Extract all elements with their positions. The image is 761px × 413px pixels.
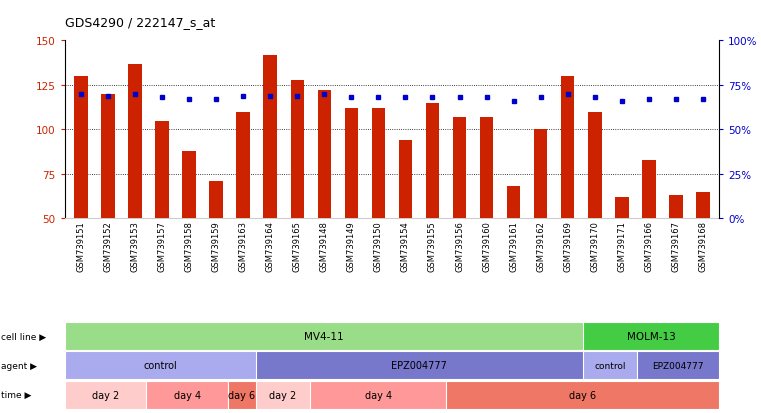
Text: day 2: day 2 (92, 390, 119, 400)
Bar (425, 104, 439, 219)
Bar (317, 91, 331, 219)
Bar (561, 77, 575, 219)
Text: EPZ004777: EPZ004777 (652, 361, 704, 370)
Bar (534, 130, 547, 219)
Text: day 4: day 4 (174, 390, 201, 400)
Text: EPZ004777: EPZ004777 (391, 361, 447, 370)
Bar (291, 81, 304, 219)
Bar (371, 109, 385, 219)
Text: MOLM-13: MOLM-13 (626, 331, 675, 341)
Bar (74, 77, 88, 219)
Text: time ▶: time ▶ (1, 390, 31, 399)
Text: control: control (143, 361, 177, 370)
Bar (345, 109, 358, 219)
Text: day 6: day 6 (569, 390, 597, 400)
Text: cell line ▶: cell line ▶ (1, 332, 46, 341)
Text: control: control (594, 361, 626, 370)
Bar (209, 182, 223, 219)
Bar (479, 118, 493, 219)
Text: GDS4290 / 222147_s_at: GDS4290 / 222147_s_at (65, 16, 215, 29)
Bar (101, 95, 115, 219)
Bar (615, 197, 629, 219)
Bar (453, 118, 466, 219)
Text: day 4: day 4 (365, 390, 392, 400)
Bar (155, 121, 169, 219)
Text: MV4-11: MV4-11 (304, 331, 343, 341)
Bar (696, 192, 710, 219)
Text: day 6: day 6 (228, 390, 256, 400)
Text: agent ▶: agent ▶ (1, 361, 37, 370)
Bar (237, 112, 250, 219)
Bar (507, 187, 521, 219)
Bar (129, 64, 142, 219)
Bar (399, 141, 412, 219)
Text: day 2: day 2 (269, 390, 297, 400)
Bar (263, 55, 277, 219)
Bar (669, 196, 683, 219)
Bar (642, 160, 655, 219)
Bar (183, 152, 196, 219)
Bar (588, 112, 601, 219)
